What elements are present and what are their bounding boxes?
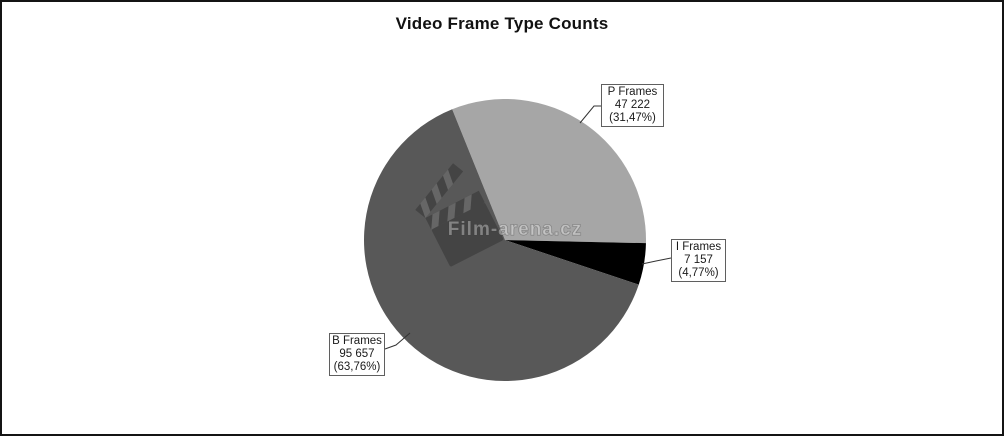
pie-slice-b-frames xyxy=(363,109,639,382)
i-frames-connector-line xyxy=(641,257,672,265)
callout-b-frames: B Frames 95 657 (63,76%) xyxy=(329,333,385,376)
p-frames-connector-line xyxy=(579,105,601,124)
slice-value: 47 222 xyxy=(614,99,651,111)
slice-label: I Frames xyxy=(675,241,722,253)
chart-title: Video Frame Type Counts xyxy=(395,14,609,33)
b-frames-connector-line xyxy=(384,332,411,350)
slice-value: 7 157 xyxy=(684,254,713,266)
slice-percent: (63,76%) xyxy=(333,361,381,373)
pie-slice-i-frames xyxy=(505,240,646,285)
pie-slice-p-frames xyxy=(452,99,646,244)
pie-slices xyxy=(363,99,646,382)
callout-i-frames: I Frames 7 157 (4,77%) xyxy=(671,239,726,282)
slice-value: 95 657 xyxy=(339,348,375,360)
watermark-text: Film-arena.cz xyxy=(448,219,582,240)
clapperboard-icon xyxy=(415,163,504,267)
slice-percent: (4,77%) xyxy=(678,267,719,279)
callout-p-frames: P Frames 47 222 (31,47%) xyxy=(601,84,664,127)
slice-percent: (31,47%) xyxy=(609,112,656,124)
slice-label: B Frames xyxy=(332,335,382,347)
slice-label: P Frames xyxy=(607,86,658,98)
